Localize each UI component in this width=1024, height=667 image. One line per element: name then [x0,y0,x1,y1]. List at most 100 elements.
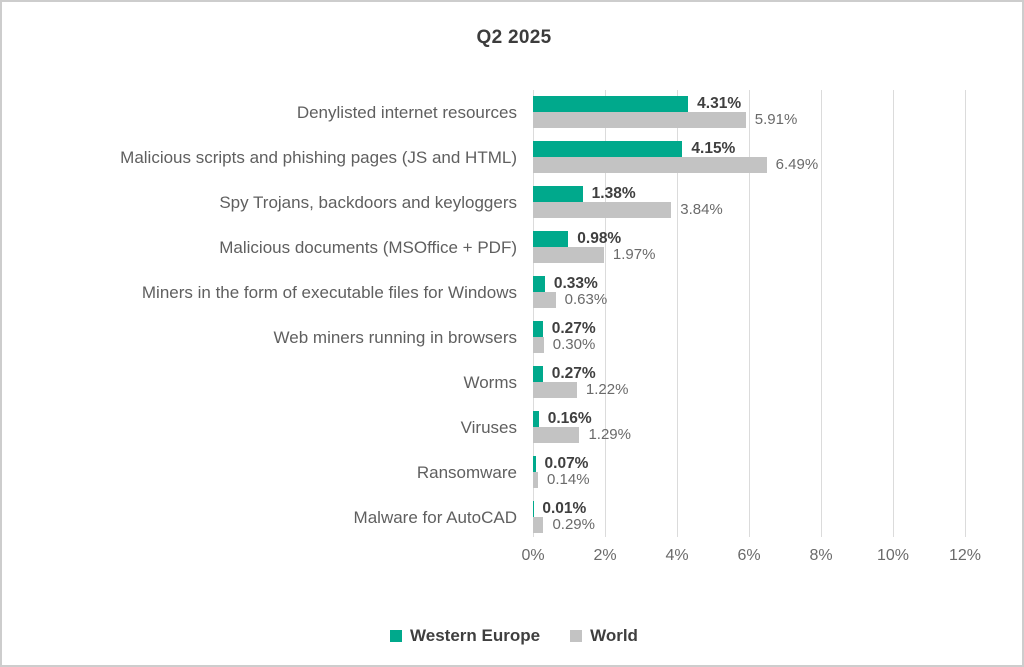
category-label: Worms [463,372,517,392]
x-axis-tick: 4% [665,547,689,564]
bar-western-europe [533,231,569,247]
bar-group: 0.27% 1.22% [533,360,967,405]
bar-line-we: 4.31% [533,96,741,112]
bar-line-we: 0.27% [533,321,596,337]
bar-rows: Denylisted internet resources 4.31% 5.91% M… [2,90,1022,540]
bar-world [533,112,746,128]
value-label-world: 1.22% [585,381,629,398]
bar-western-europe [533,456,536,472]
bar-line-world: 6.49% [533,157,818,173]
bar-western-europe [533,321,543,337]
category-row: Malicious scripts and phishing pages (JS… [2,135,1022,180]
bar-western-europe [533,186,583,202]
bar-world [533,517,544,533]
gridline [605,90,606,537]
bar-line-world: 0.14% [533,472,590,488]
category-label: Malicious documents (MSOffice + PDF) [219,237,517,257]
value-label-western-europe: 0.27% [551,320,596,337]
x-axis-tick: 0% [521,547,545,564]
x-axis: 0% 2% 4% 6% 8% 10% 12% [521,547,981,569]
bar-group: 0.33% 0.63% [533,270,967,315]
category-label: Miners in the form of executable files f… [141,282,517,302]
value-label-world: 0.29% [552,516,595,533]
legend-swatch-western-europe [390,630,403,642]
bar-line-we: 0.01% [533,501,586,517]
value-label-western-europe: 0.27% [551,365,596,382]
bar-line-we: 1.38% [533,186,636,202]
bar-group: 4.31% 5.91% [533,90,967,135]
bar-western-europe [533,366,543,382]
value-label-world: 6.49% [775,156,819,173]
category-row: Spy Trojans, backdoors and keyloggers 1.3… [2,180,1022,225]
legend: Western Europe World [2,626,1022,646]
bar-western-europe [533,276,545,292]
category-row: Denylisted internet resources 4.31% 5.91% [2,90,1022,135]
bar-line-world: 0.30% [533,337,595,353]
grid-layer [533,90,967,537]
category-label: Spy Trojans, backdoors and keyloggers [219,192,517,212]
bar-western-europe [533,141,683,157]
value-label-western-europe: 0.07% [544,455,589,472]
bar-world [533,292,556,308]
chart-title: Q2 2025 [476,27,552,48]
value-label-world: 0.14% [547,471,590,488]
bar-line-we: 4.15% [533,141,735,157]
category-row: Miners in the form of executable files f… [2,270,1022,315]
value-label-world: 3.84% [680,201,723,218]
category-label: Web miners running in browsers [273,327,517,347]
value-label-western-europe: 4.31% [697,95,742,112]
bar-line-we: 0.07% [533,456,588,472]
value-label-western-europe: 0.16% [547,410,592,427]
legend-swatch-world [570,630,583,642]
plot-area: Denylisted internet resources 4.31% 5.91% M… [2,90,1022,542]
bar-line-world: 0.29% [533,517,595,533]
legend-label: Western Europe [410,626,541,645]
bar-world [533,202,672,218]
category-label: Viruses [460,417,517,437]
gridline [893,90,894,537]
gridline [533,90,534,537]
x-axis-tick: 10% [876,547,910,564]
value-label-western-europe: 0.01% [542,500,587,517]
bar-world [533,157,767,173]
bar-line-world: 1.29% [533,427,631,443]
value-label-world: 5.91% [754,111,798,128]
legend-item-western-europe: Western Europe [390,626,540,646]
bar-line-world: 5.91% [533,112,797,128]
value-label-western-europe: 4.15% [691,140,736,157]
bar-group: 0.16% 1.29% [533,405,967,450]
bar-line-world: 1.22% [533,382,628,398]
bar-world [533,337,544,353]
bar-world [533,427,580,443]
gridline [965,90,966,537]
bar-group: 0.07% 0.14% [533,450,967,495]
bar-line-we: 0.16% [533,411,592,427]
value-label-world: 0.63% [564,291,608,308]
category-row: Malware for AutoCAD 0.01% 0.29% [2,495,1022,540]
bar-group: 0.01% 0.29% [533,495,967,540]
gridline [821,90,822,537]
category-label: Denylisted internet resources [296,102,517,122]
bar-line-world: 1.97% [533,247,655,263]
category-label: Malicious scripts and phishing pages (JS… [120,147,517,167]
value-label-western-europe: 0.33% [553,275,598,292]
legend-item-world: World [570,626,638,646]
value-label-world: 0.30% [552,336,596,353]
bar-group: 1.38% 3.84% [533,180,967,225]
bar-group: 4.15% 6.49% [533,135,967,180]
category-label: Ransomware [416,462,517,482]
value-label-world: 1.29% [588,426,631,443]
value-label-world: 1.97% [612,246,656,263]
bar-western-europe [533,96,689,112]
bar-line-we: 0.33% [533,276,598,292]
value-label-western-europe: 1.38% [591,185,636,202]
category-row: Worms 0.27% 1.22% [2,360,1022,405]
category-row: Malicious documents (MSOffice + PDF) 0.98… [2,225,1022,270]
bar-line-we: 0.27% [533,366,596,382]
x-axis-tick: 8% [809,547,833,564]
bar-world [533,472,539,488]
bar-world [533,247,604,263]
bar-group: 0.27% 0.30% [533,315,967,360]
bar-line-world: 3.84% [533,202,723,218]
